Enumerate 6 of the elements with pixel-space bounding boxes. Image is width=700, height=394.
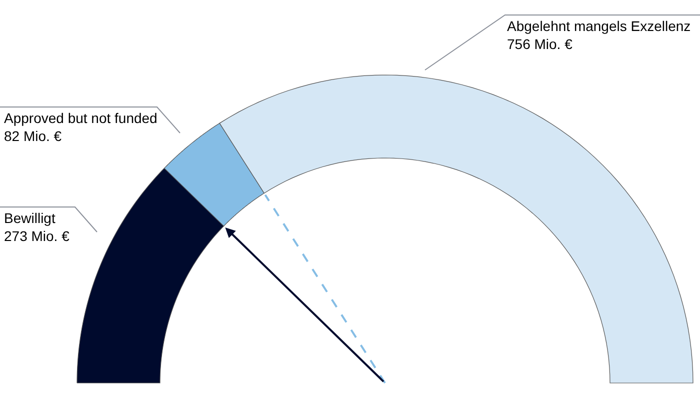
data-label: 273 Mio. €: [4, 228, 70, 244]
slice-label: Bewilligt: [4, 210, 56, 226]
data-label: 756 Mio. €: [507, 36, 573, 52]
slice-label: Approved but not funded: [4, 110, 158, 126]
slice-label: Abgelehnt mangels Exzellenz: [507, 18, 691, 34]
data-label: 82 Mio. €: [4, 128, 62, 144]
